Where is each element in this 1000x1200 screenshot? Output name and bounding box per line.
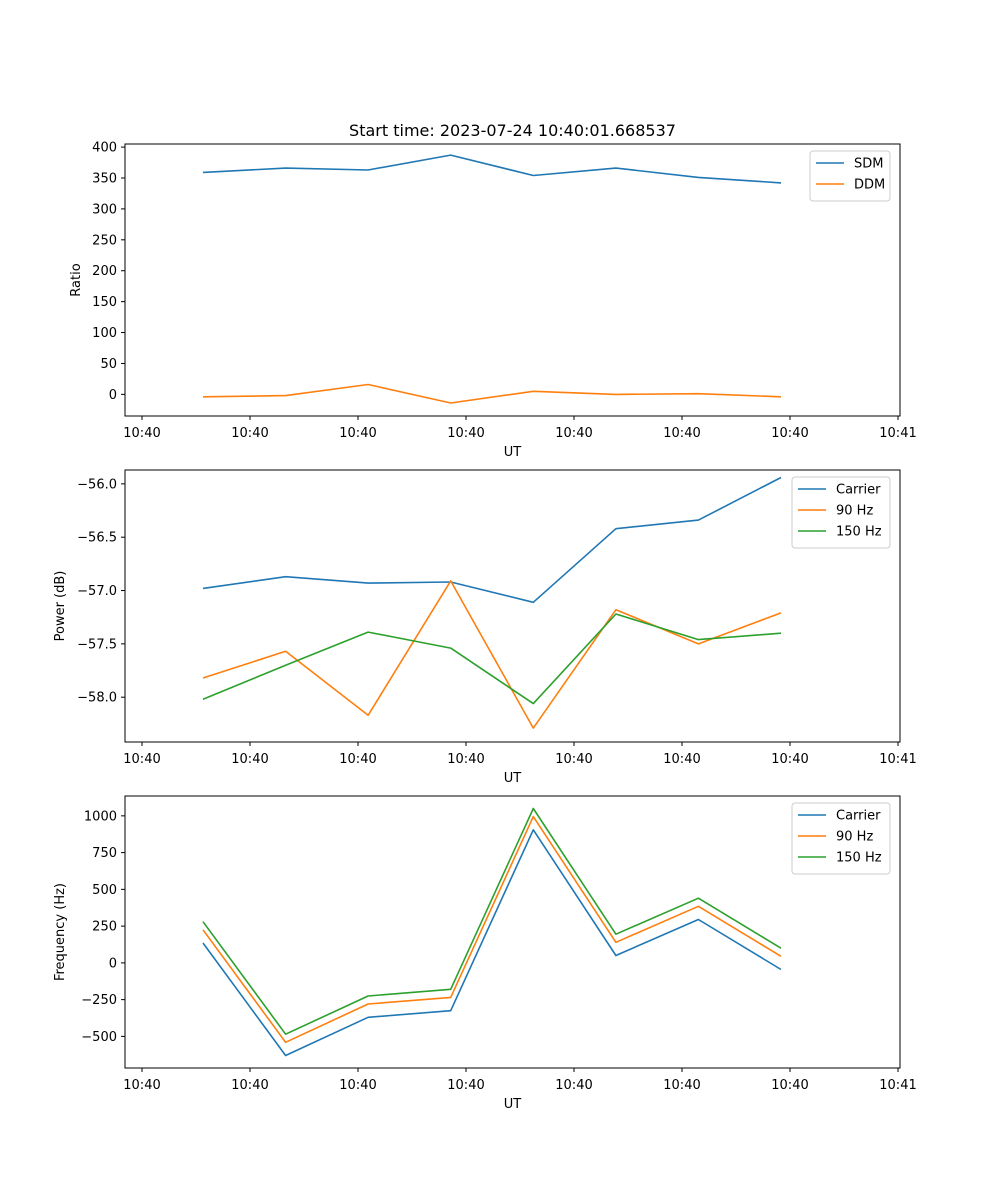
x-tick-label: 10:40 — [123, 1078, 160, 1093]
x-tick-label: 10:40 — [555, 752, 592, 767]
series-line-90-hz — [202, 580, 782, 729]
series-line-sdm — [202, 154, 782, 184]
y-tick-label: −57.0 — [77, 584, 117, 599]
y-axis-label: Frequency (Hz) — [53, 883, 68, 981]
x-axis-label: UT — [504, 1097, 522, 1112]
x-tick-label: 10:40 — [555, 1078, 592, 1093]
chart-panel-3: 10:40 10:40 10:40 10:40 10:40 10:40 10:40 10:41… — [53, 795, 917, 1112]
y-tick-label: −57.5 — [77, 637, 117, 652]
y-tick-label: 1000 — [84, 809, 117, 824]
series-line-150-hz — [202, 807, 782, 1035]
legend-label: 150 Hz — [836, 525, 882, 540]
x-tick-label: 10:40 — [339, 1078, 376, 1093]
x-tick-label: 10:40 — [123, 752, 160, 767]
series-line-ddm — [202, 383, 782, 404]
y-tick-label: −500 — [81, 1030, 117, 1045]
x-tick-label: 10:40 — [771, 426, 808, 441]
y-tick-label: −56.5 — [77, 531, 117, 546]
x-tick-label: 10:40 — [555, 426, 592, 441]
x-tick-label: 10:40 — [663, 752, 700, 767]
x-tick-label: 10:40 — [339, 426, 376, 441]
x-tick-label: 10:40 — [123, 426, 160, 441]
y-tick-label: 200 — [92, 264, 117, 279]
x-tick-label: 10:41 — [879, 426, 916, 441]
y-tick-label: 50 — [100, 357, 117, 372]
chart-panel-2: 10:40 10:40 10:40 10:40 10:40 10:40 10:40 10:41… — [53, 469, 917, 786]
series-line-carrier — [202, 828, 782, 1057]
plot-frame — [124, 795, 901, 1069]
series-line-carrier — [202, 476, 782, 604]
y-axis-label: Power (dB) — [53, 571, 68, 642]
x-tick-label: 10:40 — [447, 1078, 484, 1093]
x-tick-label: 10:40 — [231, 426, 268, 441]
x-tick-label: 10:41 — [879, 752, 916, 767]
series-line-90-hz — [202, 815, 782, 1044]
x-tick-label: 10:40 — [447, 426, 484, 441]
legend: SDM DDM — [809, 150, 891, 202]
x-tick-label: 10:40 — [447, 752, 484, 767]
y-tick-label: 250 — [92, 233, 117, 248]
y-tick-label: 750 — [92, 846, 117, 861]
y-tick-label: 250 — [92, 920, 117, 935]
y-tick-label: −56.0 — [77, 477, 117, 492]
y-tick-label: 0 — [109, 388, 117, 403]
y-tick-label: 0 — [109, 956, 117, 971]
y-tick-label: 300 — [92, 202, 117, 217]
series-line-150-hz — [202, 613, 782, 705]
legend-label: Carrier — [836, 483, 881, 498]
y-tick-label: −58.0 — [77, 691, 117, 706]
y-tick-label: 150 — [92, 295, 117, 310]
legend-label: Carrier — [836, 809, 881, 824]
legend-label: 90 Hz — [836, 830, 873, 845]
x-axis-label: UT — [504, 771, 522, 786]
legend: Carrier 90 Hz 150 Hz — [791, 476, 891, 549]
x-tick-label: 10:40 — [663, 1078, 700, 1093]
x-tick-label: 10:40 — [771, 1078, 808, 1093]
x-tick-label: 10:40 — [231, 1078, 268, 1093]
y-axis-label: Ratio — [69, 263, 84, 296]
y-tick-label: 500 — [92, 883, 117, 898]
legend-label: 90 Hz — [836, 504, 873, 519]
x-tick-label: 10:40 — [663, 426, 700, 441]
plot-frame — [124, 143, 901, 417]
x-tick-label: 10:40 — [231, 752, 268, 767]
x-tick-label: 10:40 — [771, 752, 808, 767]
x-tick-label: 10:40 — [339, 752, 376, 767]
plot-frame — [124, 469, 901, 743]
legend-label: SDM — [854, 157, 883, 172]
chart-panel-1: Start time: 2023-07-24 10:40:01.668537 10… — [69, 121, 917, 460]
y-tick-label: 100 — [92, 326, 117, 341]
legend-label: DDM — [854, 178, 885, 193]
y-tick-label: 350 — [92, 172, 117, 187]
x-tick-label: 10:41 — [879, 1078, 916, 1093]
y-tick-label: −250 — [81, 993, 117, 1008]
legend-label: 150 Hz — [836, 851, 882, 866]
legend: Carrier 90 Hz 150 Hz — [791, 802, 891, 875]
x-axis-label: UT — [504, 445, 522, 460]
y-tick-label: 400 — [92, 141, 117, 156]
chart-title: Start time: 2023-07-24 10:40:01.668537 — [349, 121, 676, 140]
